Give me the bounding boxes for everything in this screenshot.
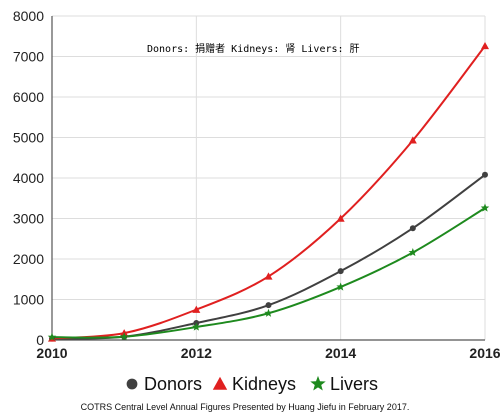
y-tick-labels: 0 1000 2000 3000 4000 5000 6000 7000 8000 [13,8,44,348]
data-point-donors [337,268,344,275]
x-tick-labels: 2010 2012 2014 2016 [36,345,500,361]
data-point-livers [192,322,201,331]
data-point-livers [47,332,57,341]
y-tick-label: 7000 [13,49,44,65]
y-tick-label: 5000 [13,130,44,146]
data-point-kidneys [264,272,273,280]
x-tick-label: 2014 [325,345,356,361]
x-tick-label: 2010 [36,345,67,361]
y-tick-label: 0 [36,332,44,348]
data-point-kidneys [192,305,201,313]
y-tick-label: 4000 [13,170,44,186]
legend-label-donors: Donors [144,374,202,394]
x-tick-label: 2012 [181,345,212,361]
series-lines [51,45,486,340]
legend-marker-donors [126,378,138,390]
legend-label-kidneys: Kidneys [232,374,296,394]
caption: COTRS Central Level Annual Figures Prese… [81,402,410,412]
data-point-kidneys [336,214,345,222]
data-point-livers [336,282,345,291]
y-tick-label: 6000 [13,89,44,105]
data-point-donors [409,225,416,232]
data-point-kidneys [408,136,417,144]
series-markers [47,41,490,342]
grid [51,15,486,341]
series-line-kidneys [51,45,486,340]
legend-label-livers: Livers [330,374,378,394]
data-point-donors [265,302,272,309]
data-point-livers [480,203,490,212]
data-point-livers [264,308,273,317]
data-point-kidneys [481,41,489,50]
data-point-livers [119,332,129,341]
y-tick-label: 1000 [13,292,44,308]
y-tick-label: 2000 [13,251,44,267]
x-tick-label: 2016 [469,345,500,361]
axes [51,16,485,341]
legend-marker-livers [310,375,326,391]
y-tick-label: 3000 [13,211,44,227]
annotation: Donors: 捐赠者 Kidneys: 肾 Livers: 肝 [147,42,360,55]
y-tick-label: 8000 [13,8,44,24]
legend: Donors Kidneys Livers [126,374,378,394]
data-point-donors [482,171,488,178]
legend-marker-kidneys [212,376,228,390]
data-point-livers [408,248,418,257]
